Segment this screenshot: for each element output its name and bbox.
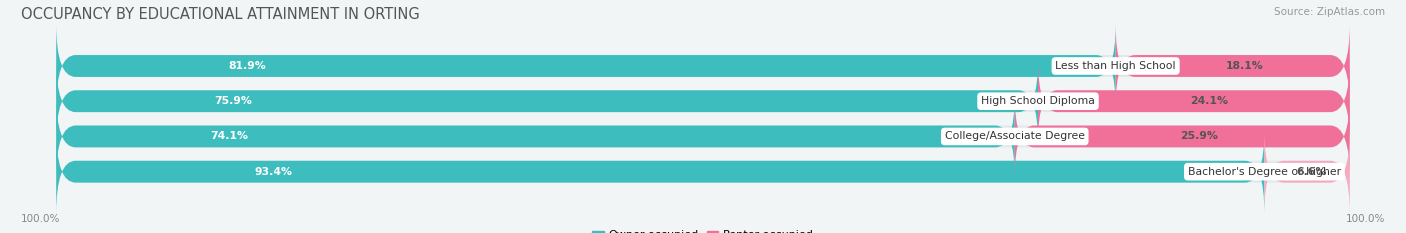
Legend: Owner-occupied, Renter-occupied: Owner-occupied, Renter-occupied	[592, 230, 814, 233]
Text: 75.9%: 75.9%	[214, 96, 252, 106]
FancyBboxPatch shape	[56, 130, 1264, 214]
FancyBboxPatch shape	[1115, 24, 1350, 108]
FancyBboxPatch shape	[1015, 95, 1350, 178]
FancyBboxPatch shape	[56, 24, 1115, 108]
Text: College/Associate Degree: College/Associate Degree	[945, 131, 1085, 141]
Text: Less than High School: Less than High School	[1056, 61, 1175, 71]
Text: 93.4%: 93.4%	[254, 167, 292, 177]
FancyBboxPatch shape	[1038, 59, 1350, 143]
FancyBboxPatch shape	[56, 130, 1350, 214]
FancyBboxPatch shape	[56, 59, 1038, 143]
Text: High School Diploma: High School Diploma	[981, 96, 1095, 106]
Text: 6.6%: 6.6%	[1296, 167, 1327, 177]
FancyBboxPatch shape	[56, 59, 1350, 143]
FancyBboxPatch shape	[1264, 130, 1350, 214]
Text: Source: ZipAtlas.com: Source: ZipAtlas.com	[1274, 7, 1385, 17]
FancyBboxPatch shape	[56, 95, 1350, 178]
Text: 25.9%: 25.9%	[1180, 131, 1218, 141]
FancyBboxPatch shape	[56, 24, 1350, 108]
Text: 18.1%: 18.1%	[1226, 61, 1263, 71]
Text: 24.1%: 24.1%	[1191, 96, 1229, 106]
Text: 74.1%: 74.1%	[209, 131, 247, 141]
Text: 100.0%: 100.0%	[21, 214, 60, 224]
Text: Bachelor's Degree or higher: Bachelor's Degree or higher	[1188, 167, 1341, 177]
Text: 100.0%: 100.0%	[1346, 214, 1385, 224]
Text: 81.9%: 81.9%	[228, 61, 266, 71]
Text: OCCUPANCY BY EDUCATIONAL ATTAINMENT IN ORTING: OCCUPANCY BY EDUCATIONAL ATTAINMENT IN O…	[21, 7, 420, 22]
FancyBboxPatch shape	[56, 95, 1015, 178]
